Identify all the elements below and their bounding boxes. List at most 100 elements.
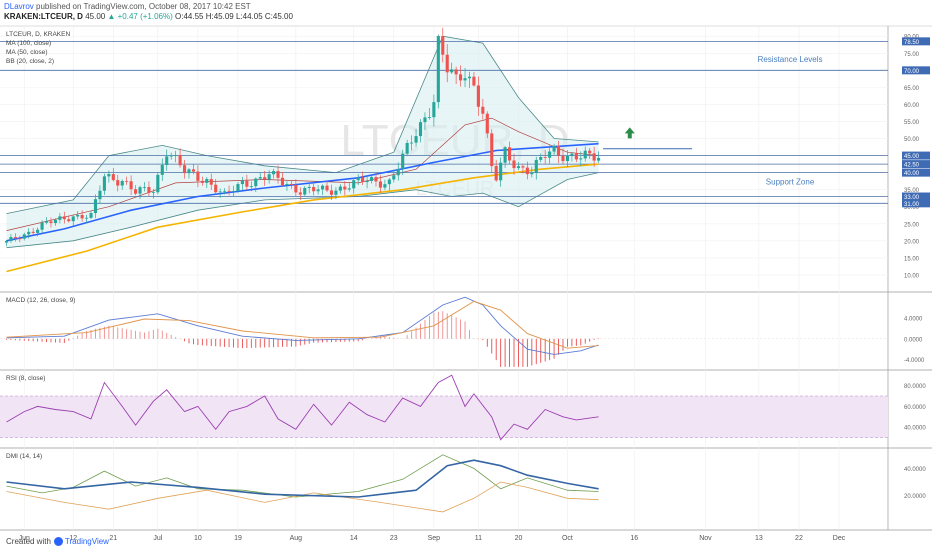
candle-body [49, 221, 53, 224]
candle-body [507, 147, 512, 161]
y-tick-label: 10.00 [904, 273, 920, 279]
x-tick-label: Aug [290, 535, 303, 542]
candle-body [588, 150, 592, 154]
candle-body [187, 169, 191, 174]
chart-annotation: Support Zone [766, 178, 815, 187]
x-tick-label: 16 [630, 535, 638, 542]
ma50-line [6, 163, 599, 273]
symbol-info: KRAKEN:LTCEUR, D 45.00 ▲ +0.47 (+1.06%) … [4, 12, 293, 21]
level-price-label: 78.50 [904, 40, 920, 46]
candle-body [574, 153, 578, 160]
candle-body [200, 180, 204, 183]
main-legend-entry: BB (20, close, 2) [6, 58, 54, 65]
candle-body [169, 155, 173, 157]
candle-body [481, 106, 485, 114]
candle-body [209, 179, 213, 185]
candle-body [472, 76, 476, 86]
candle-body [80, 214, 84, 219]
main-legend-entry: MA (50, close) [6, 49, 48, 56]
rsi-legend: RSI (8, close) [6, 375, 45, 382]
x-tick-label: 12 [69, 535, 77, 542]
candle-body [321, 185, 325, 190]
candle-body [249, 186, 253, 188]
candle-body [31, 231, 35, 233]
tradingview-link[interactable]: TradingView [64, 537, 109, 547]
candle-body [450, 69, 454, 73]
level-price-tag [902, 66, 930, 75]
y-tick-label: 15.00 [904, 256, 920, 262]
candle-body [494, 166, 498, 181]
candle-body [592, 153, 596, 161]
candle-body [58, 216, 62, 220]
candle-body [111, 174, 115, 181]
level-price-label: 45.00 [904, 154, 920, 160]
candle-body [312, 186, 316, 192]
candle-body [303, 187, 307, 195]
candle-body [463, 78, 467, 81]
publish-info: DLavrov published on TradingView.com, Oc… [4, 2, 251, 11]
candle-body [530, 172, 534, 175]
candle-body [156, 174, 160, 193]
candle-body [499, 162, 503, 181]
candle-body [338, 186, 342, 191]
candle-body [151, 192, 155, 194]
y-tick-label: 65.00 [904, 86, 920, 92]
rsi-line [6, 374, 599, 441]
candle-body [441, 36, 445, 55]
candle-body [160, 164, 164, 175]
candle-body [22, 234, 26, 239]
level-price-label: 40.00 [904, 171, 920, 177]
candle-body [476, 85, 480, 107]
candle-body [196, 171, 200, 181]
candle-body [298, 192, 302, 195]
candle-body [182, 165, 187, 174]
candle-body [231, 191, 236, 192]
price-axis [888, 26, 932, 530]
candle-body [396, 168, 400, 176]
candle-body [445, 54, 449, 73]
candle-body [13, 237, 17, 239]
dmi-tick-label: 40.0000 [904, 467, 926, 473]
candle-body [410, 142, 414, 144]
main-legend-entry: MA (100, close) [6, 40, 51, 47]
dmi-minus-line [6, 481, 599, 513]
dmi-plus-line [6, 454, 599, 498]
candle-body [387, 179, 391, 185]
candle-body [9, 237, 13, 241]
candle-body [134, 189, 138, 194]
candle-body [218, 191, 222, 193]
candle-body [258, 177, 262, 179]
candle-body [102, 176, 106, 191]
candle-body [316, 189, 320, 192]
level-price-label: 33.00 [904, 195, 920, 201]
candle-body [392, 175, 396, 180]
candle-body [401, 153, 405, 169]
rsi-band [0, 396, 888, 438]
candle-body [374, 177, 378, 182]
candle-body [516, 166, 521, 169]
candle-body [178, 155, 182, 166]
candle-body [236, 184, 240, 192]
candle-body [263, 177, 267, 180]
macd-tick-label: -4.0000 [904, 358, 925, 364]
x-tick-label: 14 [350, 535, 358, 542]
candle-body [565, 155, 569, 162]
author-link[interactable]: DLavrov [4, 2, 34, 11]
footer: Created with TradingView [6, 537, 109, 547]
level-price-tag [902, 168, 930, 177]
candle-body [93, 199, 98, 214]
y-tick-label: 35.00 [904, 188, 920, 194]
candle-body [490, 133, 494, 167]
x-tick-label: Jul [153, 535, 162, 542]
candle-body [347, 188, 351, 190]
candle-body [427, 117, 431, 118]
macd-signal-line [6, 300, 599, 349]
level-price-tag [902, 192, 930, 201]
price-change: ▲ +0.47 (+1.06%) [107, 12, 173, 21]
candle-body [414, 136, 418, 143]
candle-body [254, 178, 258, 187]
candle-body [4, 240, 9, 243]
bollinger-lower-line [6, 172, 599, 249]
candle-body [116, 180, 120, 186]
